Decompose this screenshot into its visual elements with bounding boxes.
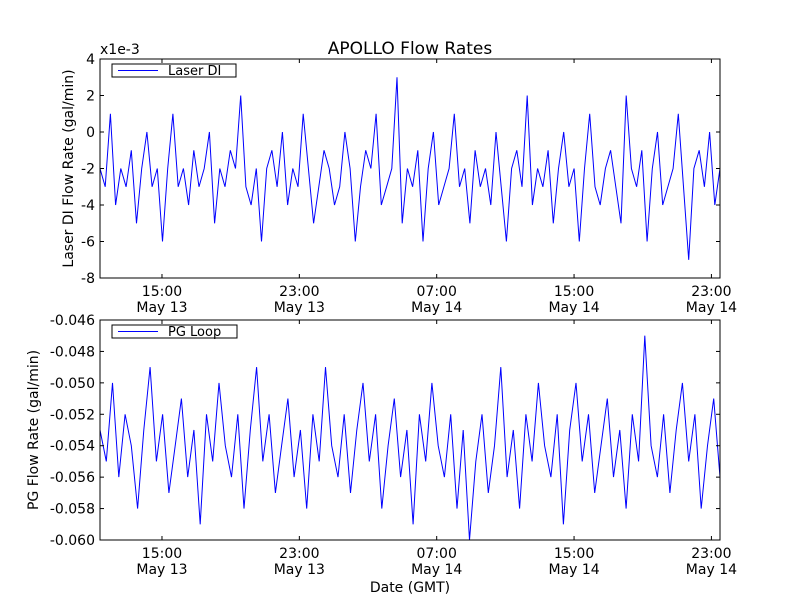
x-tick-label-time: 15:00 — [142, 546, 182, 562]
pg-loop-plot: -0.046 -0.048 -0.050 -0.052 -0.054 -0.056 -0.0… — [26, 313, 737, 578]
x-tick-label-date: May 13 — [136, 300, 187, 316]
offset-label: x1e-3 — [100, 42, 140, 58]
legend: Laser DI — [111, 63, 237, 79]
y-tick-label: -6 — [81, 235, 95, 251]
axes-frame — [99, 319, 721, 541]
x-tick-label-date: May 13 — [274, 300, 325, 316]
x-tick-label-date: May 14 — [548, 300, 599, 316]
y-tick-label: -0.050 — [50, 376, 95, 392]
y-axis-label: PG Flow Rate (gal/min) — [26, 350, 42, 510]
legend-label: Laser DI — [168, 64, 221, 79]
x-tick-label-time: 07:00 — [417, 546, 457, 562]
y-tick-label: -0.052 — [50, 407, 95, 423]
y-tick-label: 0 — [86, 125, 95, 141]
x-tick-label-date: May 14 — [411, 562, 462, 578]
series-line-0 — [99, 77, 721, 260]
x-tick-label-date: May 14 — [686, 562, 737, 578]
chart-title: APOLLO Flow Rates — [328, 39, 493, 59]
y-tick-label: -4 — [81, 198, 95, 214]
legend-label: PG Loop — [168, 325, 221, 340]
axes-frame — [99, 58, 721, 279]
x-tick-label-date: May 13 — [274, 562, 325, 578]
y-tick-label: -0.058 — [50, 502, 95, 518]
legend-box — [111, 63, 237, 78]
x-tick-label-time: 23:00 — [691, 284, 731, 300]
y-tick-label: -0.048 — [50, 344, 95, 360]
legend: PG Loop — [111, 324, 238, 340]
x-tick-label-date: May 14 — [686, 300, 737, 316]
y-tick-label: 4 — [86, 52, 95, 68]
x-tick-label-date: May 14 — [548, 562, 599, 578]
y-tick-label: -0.056 — [50, 470, 95, 486]
y-tick-label: -0.060 — [50, 533, 95, 549]
y-tick-label: -2 — [81, 162, 95, 178]
x-tick-label-date: May 14 — [411, 300, 462, 316]
y-tick-label: -0.046 — [50, 313, 95, 329]
x-tick-label-time: 15:00 — [142, 284, 182, 300]
series-line-1 — [99, 335, 721, 541]
y-axis-label: Laser DI Flow Rate (gal/min) — [61, 69, 77, 267]
x-tick-label-time: 15:00 — [554, 546, 594, 562]
x-tick-label-time: 23:00 — [279, 284, 319, 300]
y-tick-label: -0.054 — [50, 439, 95, 455]
x-tick-label-time: 15:00 — [554, 284, 594, 300]
legend-box — [111, 324, 238, 339]
x-axis-label: Date (GMT) — [370, 580, 450, 596]
y-tick-label: 2 — [86, 89, 95, 105]
x-tick-label-time: 23:00 — [279, 546, 319, 562]
x-tick-label-date: May 13 — [136, 562, 187, 578]
x-tick-label-time: 07:00 — [417, 284, 457, 300]
x-tick-label-time: 23:00 — [691, 546, 731, 562]
y-tick-label: -8 — [81, 271, 95, 287]
